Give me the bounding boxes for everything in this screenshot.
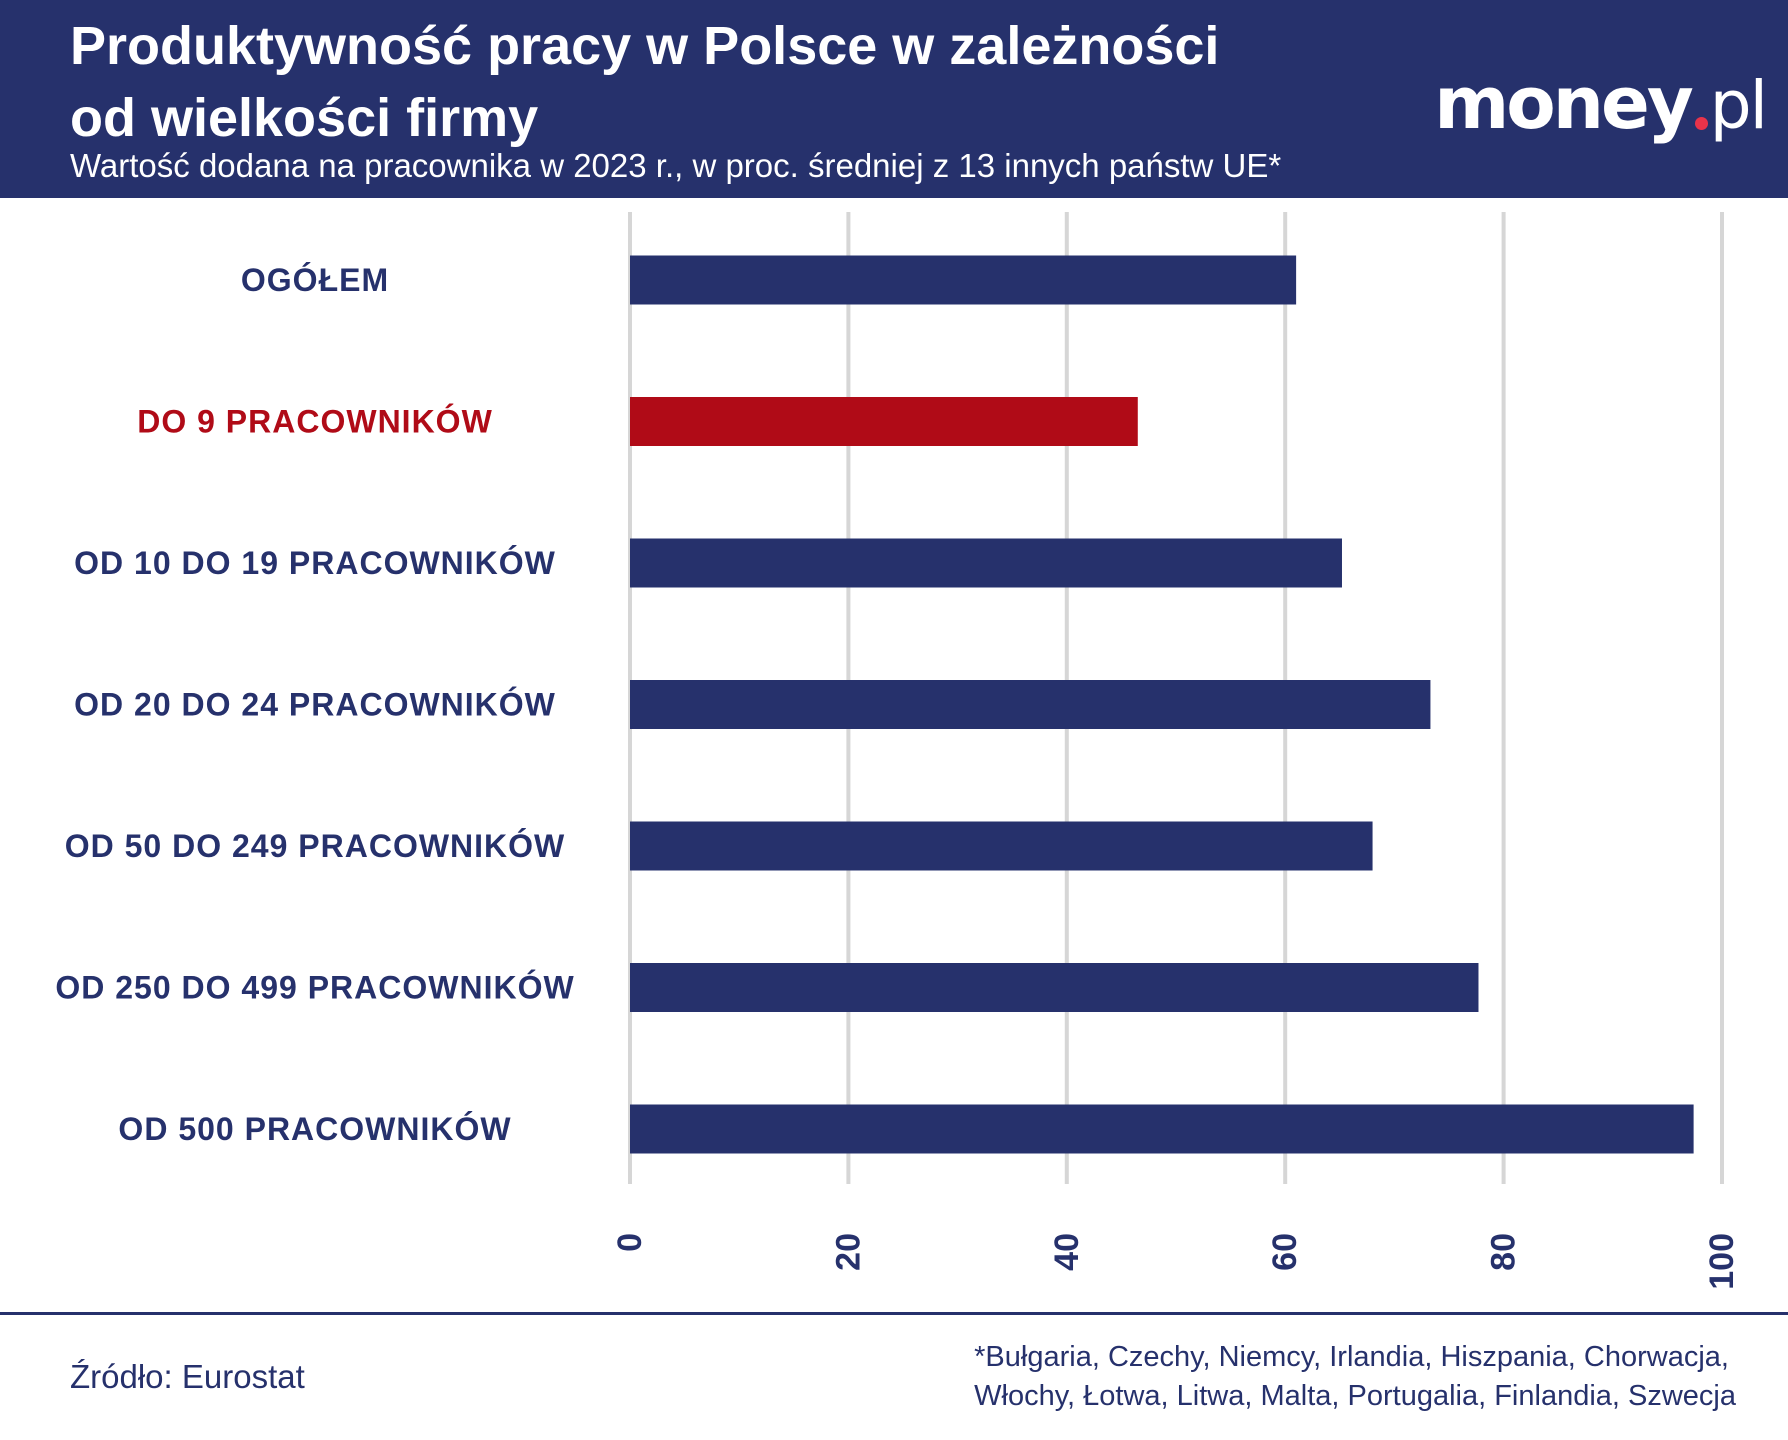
chart-subtitle: Wartość dodana na pracownika w 2023 r., … <box>70 147 1282 184</box>
x-tick-label-60: 60 <box>1266 1233 1304 1271</box>
category-label-7: OD 500 PRACOWNIKÓW <box>118 1111 511 1147</box>
category-label-1: OGÓŁEM <box>241 262 389 298</box>
category-label-3: OD 10 DO 19 PRACOWNIKÓW <box>74 545 556 581</box>
x-tick-label-80: 80 <box>1485 1233 1523 1271</box>
chart-title: Produktywność pracy w Polsce w zależnośc… <box>70 16 1220 148</box>
source-note: Źródło: Eurostat <box>70 1358 305 1395</box>
x-tick-label-20: 20 <box>829 1233 867 1271</box>
bar-3 <box>630 538 1342 588</box>
bar-chart: 0 20 40 60 80 100 OGÓŁEM DO 9 PRACOWNIKÓW OD 10 … <box>55 212 1741 1290</box>
x-tick-label-100: 100 <box>1703 1233 1741 1290</box>
bar-2 <box>630 397 1138 446</box>
bar-7 <box>630 1104 1694 1154</box>
category-label-4: OD 20 DO 24 PRACOWNIKÓW <box>74 687 556 723</box>
category-label-5: OD 50 DO 249 PRACOWNIKÓW <box>65 828 566 864</box>
bar-1 <box>630 255 1297 305</box>
logo-domain: pl <box>1709 67 1768 144</box>
countries-footnote: *Bułgaria, Czechy, Niemcy, Irlandia, His… <box>974 1341 1736 1412</box>
logo-dot-icon <box>1694 117 1708 130</box>
footer-divider <box>0 1312 1788 1315</box>
category-label-2: DO 9 PRACOWNIKÓW <box>137 404 493 440</box>
bar-5 <box>630 821 1373 871</box>
bar-4 <box>630 680 1431 729</box>
x-tick-label-40: 40 <box>1048 1233 1086 1271</box>
money-pl-logo: money pl <box>1434 58 1768 148</box>
header-banner: Produktywność pracy w Polsce w zależnośc… <box>0 0 1788 198</box>
x-tick-label-0: 0 <box>611 1233 649 1252</box>
logo-wordmark: money <box>1434 61 1694 145</box>
bar-6 <box>630 963 1479 1012</box>
category-label-6: OD 250 DO 499 PRACOWNIKÓW <box>55 970 574 1006</box>
